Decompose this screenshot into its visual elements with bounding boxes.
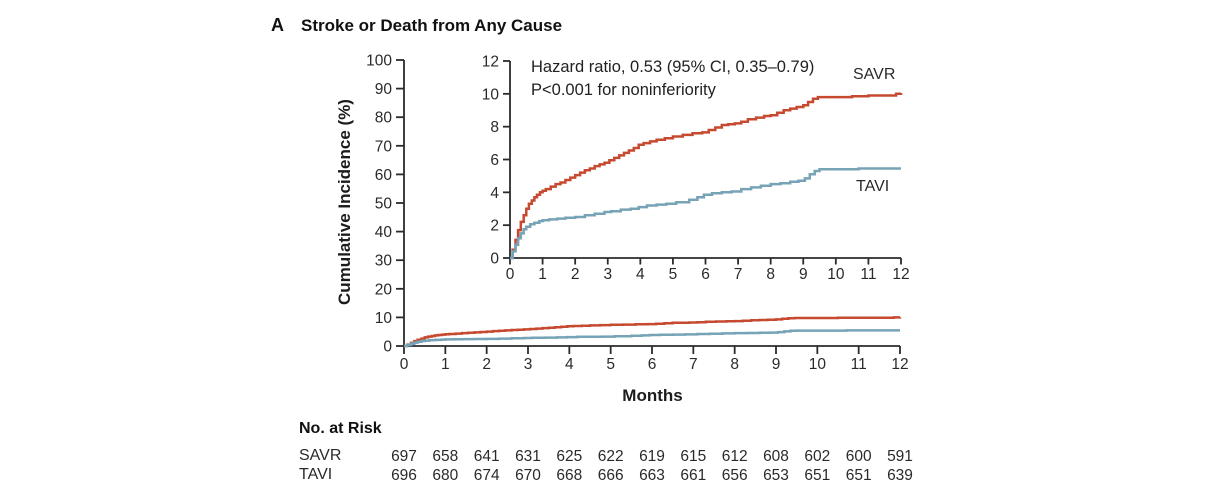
- inset-x-tick-label: 5: [669, 266, 678, 283]
- risk-count-savr: 619: [639, 448, 665, 465]
- annotation-line2: P<0.001 for noninferiority: [531, 81, 716, 99]
- risk-count-tavi: 670: [515, 467, 541, 484]
- main-y-tick-label: 70: [375, 138, 393, 155]
- risk-count-tavi: 656: [722, 467, 748, 484]
- main-x-tick-label: 6: [648, 356, 657, 373]
- main-curve-tavi: [404, 329, 900, 348]
- inset-y-tick-label: 4: [490, 185, 499, 202]
- main-x-tick-label: 9: [772, 356, 781, 373]
- main-y-tick-label: 0: [383, 339, 392, 356]
- main-x-tick-label: 5: [606, 356, 615, 373]
- inset-curve-savr: [510, 92, 903, 260]
- inset-y-tick-label: 12: [482, 54, 499, 71]
- risk-count-tavi: 668: [556, 467, 582, 484]
- risk-count-savr: 658: [432, 448, 458, 465]
- main-x-tick-label: 11: [851, 356, 867, 373]
- risk-count-tavi: 680: [432, 467, 458, 484]
- main-x-tick-label: 4: [565, 356, 574, 373]
- inset-x-tick-label: 8: [766, 266, 775, 283]
- main-y-tick-label: 100: [366, 53, 392, 70]
- main-x-tick-label: 7: [689, 356, 698, 373]
- risk-count-savr: 615: [680, 448, 706, 465]
- risk-count-tavi: 663: [639, 467, 665, 484]
- risk-count-savr: 608: [763, 448, 789, 465]
- risk-count-savr: 622: [598, 448, 624, 465]
- main-y-tick-label: 30: [375, 253, 393, 270]
- risk-row-label-savr: SAVR: [299, 447, 342, 464]
- risk-count-tavi: 696: [391, 467, 417, 484]
- main-curve-savr: [404, 316, 902, 348]
- main-x-tick-label: 3: [524, 356, 533, 373]
- main-y-tick-label: 20: [375, 281, 393, 298]
- risk-count-savr: 600: [846, 448, 872, 465]
- risk-count-tavi: 639: [887, 467, 913, 484]
- inset-x-tick-label: 11: [860, 266, 876, 283]
- tavi-curve-label: TAVI: [856, 178, 890, 195]
- inset-y-tick-label: 0: [490, 251, 499, 268]
- inset-x-tick-label: 1: [538, 266, 547, 283]
- inset-y-tick-label: 6: [490, 152, 499, 169]
- main-y-tick-label: 90: [375, 81, 393, 98]
- risk-count-savr: 625: [556, 448, 582, 465]
- main-y-tick-label: 80: [375, 110, 393, 127]
- risk-count-tavi: 651: [804, 467, 830, 484]
- risk-table-heading: No. at Risk: [299, 420, 382, 437]
- inset-x-tick-label: 0: [506, 266, 515, 283]
- main-y-tick-label: 60: [375, 167, 393, 184]
- inset-x-tick-label: 12: [892, 266, 909, 283]
- inset-x-tick-label: 7: [734, 266, 743, 283]
- risk-count-savr: 612: [722, 448, 748, 465]
- annotation-line1: Hazard ratio, 0.53 (95% CI, 0.35–0.79): [531, 58, 815, 76]
- risk-count-tavi: 674: [474, 467, 500, 484]
- inset-y-tick-label: 10: [482, 86, 500, 103]
- risk-count-tavi: 666: [598, 467, 624, 484]
- hazard-annotation: Hazard ratio, 0.53 (95% CI, 0.35–0.79) P…: [531, 56, 814, 102]
- risk-count-tavi: 661: [680, 467, 706, 484]
- risk-count-savr: 602: [804, 448, 830, 465]
- main-y-tick-label: 10: [375, 310, 393, 327]
- main-x-tick-label: 0: [400, 356, 409, 373]
- risk-count-savr: 631: [515, 448, 541, 465]
- main-x-tick-label: 12: [891, 356, 908, 373]
- inset-x-tick-label: 9: [799, 266, 808, 283]
- risk-count-savr: 641: [474, 448, 500, 465]
- risk-count-savr: 697: [391, 448, 417, 465]
- y-axis-title: Cumulative Incidence (%): [335, 99, 354, 305]
- main-x-tick-label: 1: [441, 356, 450, 373]
- panel-title: Stroke or Death from Any Cause: [301, 16, 563, 35]
- inset-x-tick-label: 4: [636, 266, 645, 283]
- inset-y-tick-label: 8: [490, 119, 499, 136]
- main-y-tick-label: 50: [375, 196, 393, 213]
- main-x-tick-label: 10: [809, 356, 827, 373]
- main-x-tick-label: 2: [482, 356, 491, 373]
- risk-row-label-tavi: TAVI: [299, 466, 333, 483]
- inset-curve-tavi: [510, 167, 901, 260]
- x-axis-title: Months: [622, 386, 683, 405]
- risk-count-savr: 591: [887, 448, 913, 465]
- inset-x-tick-label: 10: [827, 266, 845, 283]
- main-y-tick-label: 40: [375, 224, 393, 241]
- inset-x-tick-label: 3: [603, 266, 612, 283]
- inset-x-tick-label: 2: [571, 266, 580, 283]
- panel-letter: A: [271, 15, 284, 35]
- inset-x-tick-label: 6: [701, 266, 710, 283]
- risk-count-tavi: 653: [763, 467, 789, 484]
- inset-y-tick-label: 2: [490, 218, 499, 235]
- main-x-tick-label: 8: [730, 356, 739, 373]
- risk-count-tavi: 651: [846, 467, 872, 484]
- savr-curve-label: SAVR: [853, 66, 896, 83]
